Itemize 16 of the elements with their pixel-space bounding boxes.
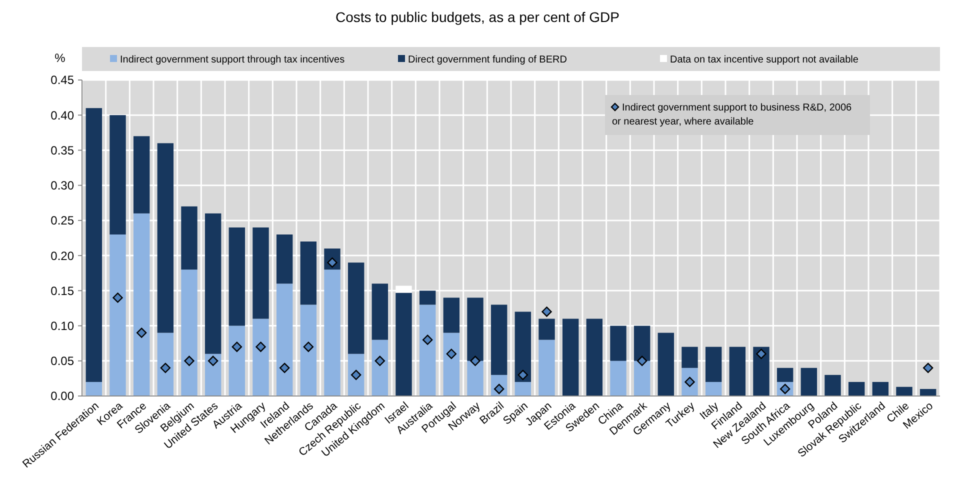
y-tick-label: 0.00 xyxy=(50,389,74,404)
y-tick-label: 0.25 xyxy=(50,214,74,228)
y-tick-label: 0.40 xyxy=(50,108,74,122)
legend-label: Data on tax incentive support not available xyxy=(670,54,859,66)
legend-label: Indirect government support through tax incentives xyxy=(120,54,345,66)
y-tick-label: 0.45 xyxy=(50,73,74,88)
legend-label: Indirect government support to business R&D, 2006 or nearest year, where available xyxy=(612,102,852,128)
y-tick-label: 0.05 xyxy=(50,354,74,368)
y-tick-label: 0.35 xyxy=(50,143,74,158)
y-tick-label: 0.15 xyxy=(50,284,74,298)
legend-label: Direct government funding of BERD xyxy=(408,54,567,66)
chart-title: Costs to public budgets, as a per cent of GDP xyxy=(335,9,620,25)
y-axis-title: % xyxy=(54,51,66,65)
y-tick-label: 0.20 xyxy=(50,248,74,263)
y-tick-label: 0.10 xyxy=(50,318,74,333)
y-tick-label: 0.30 xyxy=(50,178,74,193)
